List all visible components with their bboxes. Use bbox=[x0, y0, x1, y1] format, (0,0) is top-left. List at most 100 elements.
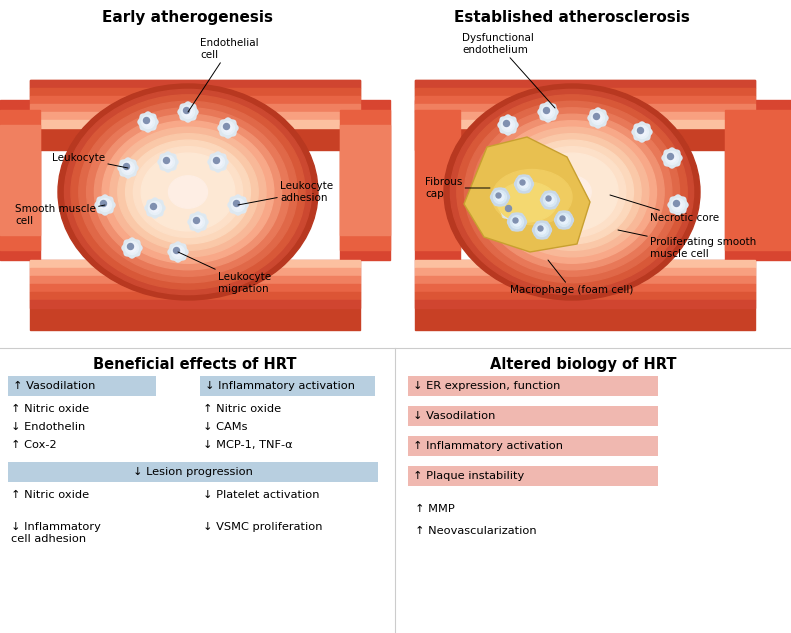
Text: ↓ ER expression, function: ↓ ER expression, function bbox=[413, 381, 560, 391]
Circle shape bbox=[508, 220, 513, 225]
Circle shape bbox=[210, 165, 215, 170]
Circle shape bbox=[547, 227, 551, 232]
Bar bbox=[415, 100, 460, 260]
Circle shape bbox=[677, 156, 682, 161]
Bar bbox=[30, 104, 360, 112]
Text: ↓ Endothelin: ↓ Endothelin bbox=[11, 422, 85, 432]
Circle shape bbox=[118, 165, 123, 170]
Ellipse shape bbox=[71, 95, 305, 289]
Bar bbox=[30, 284, 360, 292]
Ellipse shape bbox=[65, 89, 312, 294]
Circle shape bbox=[236, 210, 240, 215]
Circle shape bbox=[634, 124, 639, 129]
Circle shape bbox=[108, 197, 113, 202]
Bar bbox=[725, 100, 791, 260]
Circle shape bbox=[676, 210, 680, 215]
Circle shape bbox=[143, 118, 149, 123]
Bar bbox=[415, 276, 755, 284]
Circle shape bbox=[560, 216, 568, 224]
Ellipse shape bbox=[553, 176, 591, 208]
Circle shape bbox=[159, 153, 177, 171]
Ellipse shape bbox=[79, 101, 297, 283]
Text: ↑ MMP: ↑ MMP bbox=[415, 504, 455, 514]
Circle shape bbox=[505, 115, 510, 120]
Circle shape bbox=[681, 197, 686, 202]
Bar bbox=[30, 260, 360, 268]
Text: ↓ VSMC proliferation: ↓ VSMC proliferation bbox=[203, 522, 323, 532]
Circle shape bbox=[513, 123, 518, 127]
Circle shape bbox=[501, 118, 514, 132]
Circle shape bbox=[220, 131, 225, 136]
Circle shape bbox=[500, 208, 505, 213]
Circle shape bbox=[558, 213, 570, 227]
Circle shape bbox=[170, 255, 175, 260]
Ellipse shape bbox=[118, 134, 258, 250]
Circle shape bbox=[101, 201, 109, 209]
Circle shape bbox=[131, 171, 136, 176]
Bar bbox=[30, 268, 360, 276]
Circle shape bbox=[543, 234, 548, 239]
Circle shape bbox=[538, 226, 543, 231]
FancyBboxPatch shape bbox=[408, 436, 658, 456]
Circle shape bbox=[139, 113, 157, 131]
Circle shape bbox=[544, 191, 549, 196]
Circle shape bbox=[551, 204, 556, 208]
Bar bbox=[30, 276, 360, 284]
Circle shape bbox=[639, 137, 645, 142]
Circle shape bbox=[668, 153, 673, 160]
Circle shape bbox=[190, 225, 195, 230]
Circle shape bbox=[596, 123, 600, 128]
Circle shape bbox=[146, 127, 150, 132]
Bar bbox=[340, 125, 390, 235]
FancyBboxPatch shape bbox=[8, 462, 378, 482]
Text: Beneficial effects of HRT: Beneficial effects of HRT bbox=[93, 357, 297, 372]
Circle shape bbox=[664, 161, 669, 166]
Circle shape bbox=[588, 115, 593, 120]
Circle shape bbox=[639, 122, 645, 127]
Circle shape bbox=[181, 106, 195, 118]
Circle shape bbox=[103, 195, 108, 200]
Circle shape bbox=[120, 171, 125, 176]
Circle shape bbox=[525, 187, 530, 192]
Circle shape bbox=[119, 159, 137, 177]
Circle shape bbox=[511, 128, 516, 133]
Circle shape bbox=[243, 203, 248, 208]
Circle shape bbox=[231, 131, 236, 136]
Circle shape bbox=[164, 158, 172, 166]
Bar bbox=[340, 100, 390, 260]
Circle shape bbox=[123, 239, 141, 257]
Bar bbox=[415, 300, 755, 308]
Circle shape bbox=[508, 213, 526, 231]
Text: ↑ Nitric oxide: ↑ Nitric oxide bbox=[203, 404, 281, 414]
Circle shape bbox=[160, 206, 165, 211]
Circle shape bbox=[176, 257, 180, 262]
Circle shape bbox=[513, 202, 518, 207]
Circle shape bbox=[551, 115, 556, 120]
Circle shape bbox=[532, 227, 538, 232]
Circle shape bbox=[683, 203, 688, 208]
Circle shape bbox=[173, 248, 180, 253]
Circle shape bbox=[230, 197, 235, 202]
Circle shape bbox=[195, 227, 200, 232]
Circle shape bbox=[490, 194, 495, 199]
Circle shape bbox=[520, 180, 525, 185]
Text: Altered biology of HRT: Altered biology of HRT bbox=[490, 357, 676, 372]
Circle shape bbox=[669, 196, 687, 214]
Circle shape bbox=[189, 213, 207, 231]
Circle shape bbox=[151, 204, 159, 212]
Bar bbox=[0, 110, 40, 250]
Circle shape bbox=[193, 110, 198, 115]
Circle shape bbox=[97, 197, 102, 202]
Circle shape bbox=[151, 114, 156, 119]
Circle shape bbox=[543, 194, 557, 206]
Ellipse shape bbox=[86, 108, 290, 276]
Circle shape bbox=[122, 246, 127, 251]
Circle shape bbox=[124, 164, 132, 172]
Circle shape bbox=[209, 153, 227, 171]
Circle shape bbox=[511, 213, 516, 218]
Bar bbox=[415, 260, 755, 330]
Circle shape bbox=[137, 246, 142, 251]
Circle shape bbox=[232, 199, 244, 211]
Circle shape bbox=[590, 121, 595, 126]
Text: Leukocyte: Leukocyte bbox=[52, 153, 128, 168]
